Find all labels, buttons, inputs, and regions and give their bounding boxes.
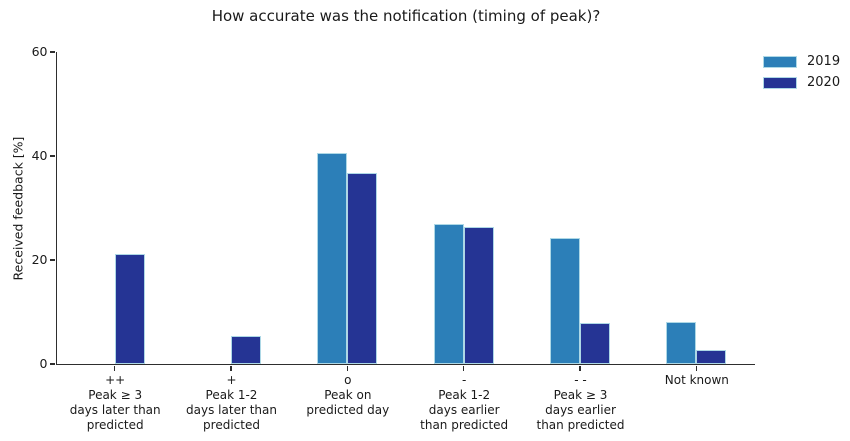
x-category-label: + Peak 1-2 days later than predicted [186, 373, 277, 432]
x-tick [462, 365, 465, 371]
y-axis-label-wrap: Received feedback [%] [8, 52, 28, 364]
x-category-label: ++ Peak ≥ 3 days later than predicted [69, 373, 161, 432]
bar-2020-group2 [231, 336, 261, 364]
x-category-label: Not known [664, 373, 729, 387]
x-tick [113, 365, 116, 371]
bar-2019-group6 [666, 321, 697, 364]
y-tick [50, 155, 55, 157]
y-tick-label: 20 [31, 252, 48, 267]
y-tick [50, 51, 55, 53]
x-category-label: - Peak 1-2 days earlier than predicted [420, 373, 509, 432]
x-tick [230, 365, 232, 371]
y-tick-label: 0 [39, 356, 48, 371]
bar-2019-group4 [433, 223, 464, 364]
x-axis-labels: ++ Peak ≥ 3 days later than predicted + P… [57, 373, 755, 435]
y-axis-label: Received feedback [%] [10, 136, 26, 280]
bar-2020-group1 [114, 254, 145, 364]
legend-swatch-2019 [763, 55, 797, 68]
legend-item-2020: 2020 [763, 76, 840, 89]
x-tick [695, 365, 698, 371]
x-category-label: - - Peak ≥ 3 days earlier than predicted [536, 373, 625, 432]
legend-label-2020: 2020 [807, 75, 841, 90]
x-tick [346, 365, 349, 371]
legend-label-2019: 2019 [807, 54, 841, 69]
x-tick [579, 365, 581, 371]
bar-2019-group5 [550, 237, 580, 364]
bar-2019-group3 [317, 153, 348, 364]
plot-area: 0 20 40 60 [32, 44, 755, 371]
bar-2020-group6 [696, 350, 727, 364]
y-tick-label: 60 [31, 44, 48, 59]
y-tick [50, 363, 55, 365]
bar-2020-group4 [463, 227, 494, 364]
y-tick [50, 259, 55, 261]
legend: 2019 2020 [763, 55, 840, 89]
y-tick-label: 40 [31, 148, 48, 163]
bar-2020-group5 [580, 322, 610, 364]
chart-title: How accurate was the notification (timin… [211, 7, 601, 25]
x-category-label: o Peak on predicted day [306, 373, 390, 417]
legend-item-2019: 2019 [763, 55, 840, 68]
legend-swatch-2020 [763, 76, 797, 89]
bar-2020-group3 [347, 172, 378, 364]
